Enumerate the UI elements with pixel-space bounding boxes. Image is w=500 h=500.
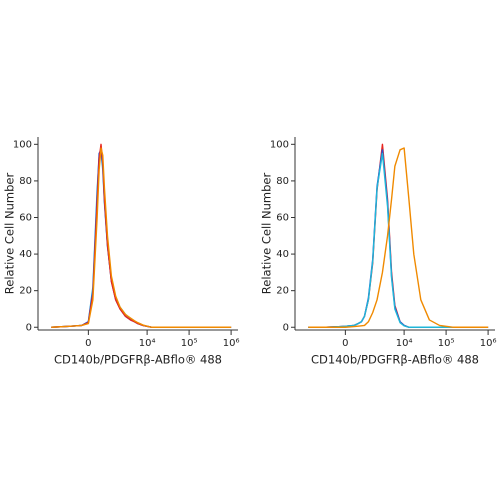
- y-tick-label: 40: [19, 249, 32, 260]
- histogram-curve: [308, 147, 489, 328]
- y-tick-label: 40: [276, 249, 289, 260]
- histogram-curve: [51, 149, 232, 328]
- y-tick-label: 0: [283, 322, 289, 333]
- histogram-curve: [308, 143, 489, 328]
- y-tick-label: 0: [26, 322, 32, 333]
- x-axis-title: CD140b/PDGFRβ-ABflo® 488: [311, 353, 479, 367]
- x-tick-label: 10⁵: [438, 338, 455, 349]
- x-tick-label: 10⁶: [480, 338, 497, 349]
- x-tick-label: 10⁵: [181, 338, 198, 349]
- y-tick-label: 20: [276, 286, 289, 297]
- x-axis-title: CD140b/PDGFRβ-ABflo® 488: [54, 353, 222, 367]
- y-tick-label: 80: [276, 176, 289, 187]
- x-tick-label: 10⁴: [396, 338, 413, 349]
- x-tick-label: 10⁴: [139, 338, 156, 349]
- histogram-curve: [308, 149, 489, 328]
- y-tick-label: 100: [270, 139, 289, 150]
- histogram-curve: [51, 143, 232, 328]
- y-tick-label: 60: [276, 212, 289, 223]
- y-tick-label: 80: [19, 176, 32, 187]
- histogram-curve: [308, 152, 489, 328]
- y-tick-label: 60: [19, 212, 32, 223]
- y-tick-label: 100: [13, 139, 32, 150]
- panel: 0 20 40 60 80 100 0 10⁴ 10⁵ 10⁶CD140b/PDGFRβ-ABfl…: [3, 137, 240, 367]
- x-tick-label: 0: [342, 338, 348, 349]
- y-tick-label: 20: [19, 286, 32, 297]
- x-tick-label: 0: [85, 338, 91, 349]
- panel: 0 20 40 60 80 100 0 10⁴ 10⁵ 10⁶CD140b/PDGFRβ-ABfl…: [260, 137, 497, 367]
- histogram-curve: [51, 147, 232, 328]
- y-axis-title: Relative Cell Number: [3, 173, 17, 295]
- histogram-curve: [51, 150, 232, 328]
- x-tick-label: 10⁶: [223, 338, 240, 349]
- y-axis-title: Relative Cell Number: [260, 173, 274, 295]
